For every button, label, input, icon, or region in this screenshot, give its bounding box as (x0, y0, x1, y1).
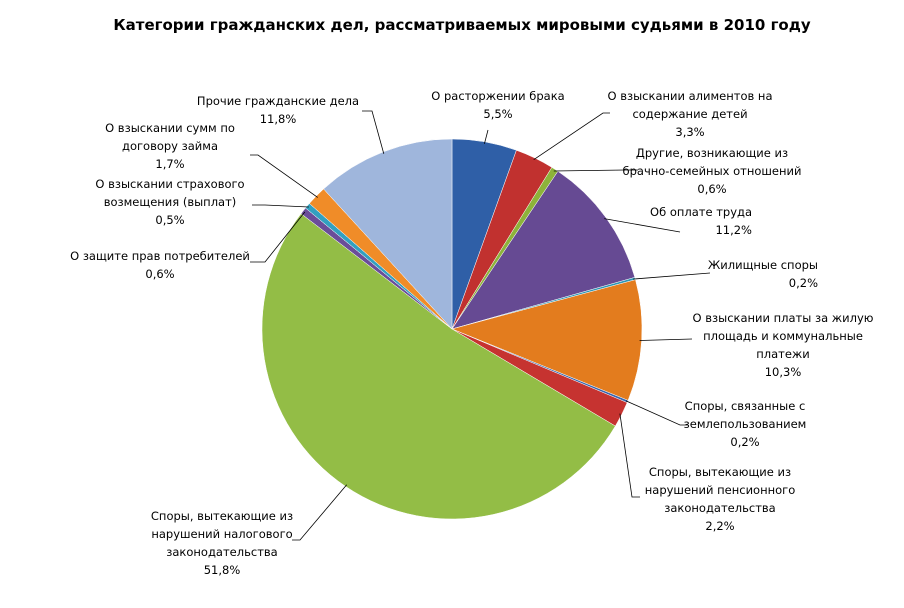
leader-line-10 (252, 204, 309, 208)
leader-line-4 (633, 272, 711, 280)
data-label-11: О взыскании сумм по договору займа 1,7% (105, 121, 235, 171)
leader-line-8 (292, 484, 348, 541)
leader-line-11 (250, 154, 318, 198)
leader-line-12 (362, 110, 385, 154)
chart-title: Категории гражданских дел, рассматриваем… (113, 16, 810, 34)
leader-line-5 (639, 338, 693, 341)
data-label-0: О расторжении брака 5,5% (431, 89, 564, 121)
leader-line-9 (250, 211, 306, 263)
data-label-5: О взыскании платы за жилую площадь и комм… (693, 311, 874, 379)
leader-line-1 (533, 112, 610, 161)
data-label-3: Об оплате труда 11,2% (650, 205, 752, 237)
leader-line-7 (619, 413, 640, 498)
data-label-1: О взыскании алиментов на содержание детей… (608, 89, 773, 139)
data-label-8: Споры, вытекающие из нарушений налогового… (151, 509, 293, 577)
data-label-7: Споры, вытекающие из нарушений пенсионног… (645, 465, 796, 533)
leader-line-6 (625, 400, 688, 426)
pie-slice-3 (451, 170, 636, 330)
data-label-4: Жилищные споры 0,2% (708, 258, 818, 290)
data-label-12: Прочие гражданские дела 11,8% (197, 94, 359, 126)
data-label-6: Споры, связанные с землепользованием 0,2% (684, 399, 807, 449)
leader-line-3 (604, 218, 681, 233)
leader-line-2 (553, 169, 638, 172)
data-label-10: О взыскании страхового возмещения (выплат… (95, 177, 244, 227)
leader-line-0 (484, 129, 489, 144)
data-label-2: Другие, возникающие из брачно-семейных от… (623, 146, 802, 196)
data-label-9: О защите прав потребителей 0,6% (70, 249, 250, 281)
